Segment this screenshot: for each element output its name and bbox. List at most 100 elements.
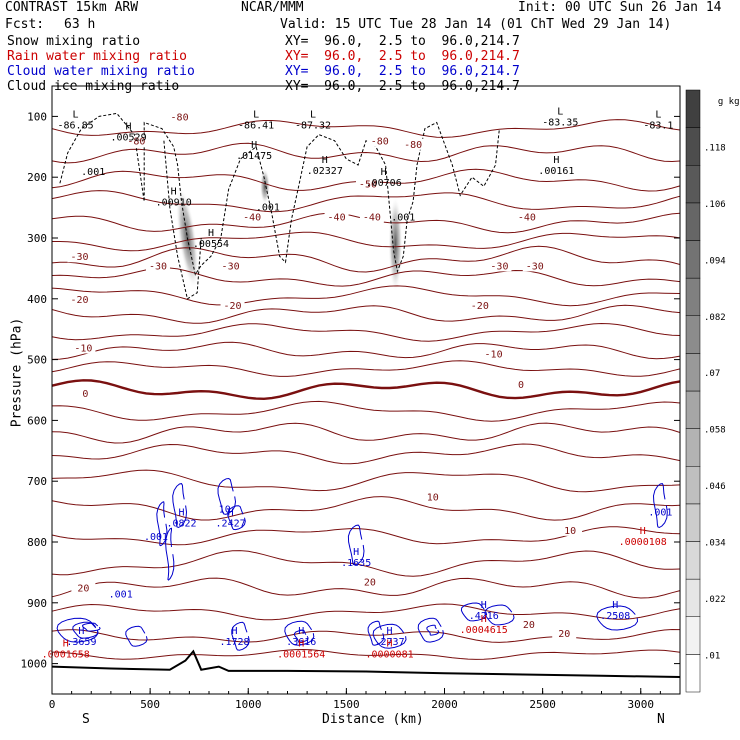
cloud-water-contour <box>172 483 188 529</box>
temperature-label-bg <box>509 378 534 390</box>
cloud-water-contour <box>227 505 246 531</box>
extremum-marker: H <box>381 167 387 178</box>
extremum-value: .00529 <box>110 133 146 144</box>
cloud-ice-contours <box>59 112 500 300</box>
snow-plume <box>259 168 270 205</box>
temperature-contour <box>51 443 681 465</box>
temperature-label: -80 <box>371 137 389 148</box>
temperature-label-bg <box>401 138 426 150</box>
extremum-marker: L <box>73 109 79 120</box>
temperature-label-bg <box>218 260 243 272</box>
temperature-label-bg <box>467 299 492 311</box>
temperature-contour <box>51 648 681 660</box>
temperature-contour <box>51 341 681 360</box>
colorbar-tick-label: .082 <box>704 313 726 323</box>
extremum-value: -86.41 <box>238 120 274 131</box>
temperature-label-bg <box>167 111 192 123</box>
colorbar-tick-label: .046 <box>704 482 726 492</box>
temperature-contour <box>51 422 681 444</box>
field-cloudwater-name: Cloud water mixing ratio <box>7 64 195 79</box>
extremum-value: -83.35 <box>542 117 578 128</box>
extremum-marker: H <box>78 626 84 637</box>
colorbar-swatch <box>685 240 701 279</box>
contour-label: .001 <box>81 167 105 178</box>
temperature-label: -10 <box>485 350 503 361</box>
colorbar-tick-label: .058 <box>704 426 726 436</box>
temperature-label: 20 <box>558 629 570 640</box>
temperature-label-bg <box>522 260 547 272</box>
temperature-contour <box>51 119 681 138</box>
extremum-value: .00554 <box>193 239 229 250</box>
temperature-label: -80 <box>171 112 189 123</box>
y-tick-label: 400 <box>27 293 47 306</box>
snow-plume <box>388 196 403 293</box>
extremum-marker: H <box>171 187 177 198</box>
cloud-water-contour <box>217 477 237 515</box>
plot-frame: 0 500 1000 1500 2000 2500 30001002003004005006… <box>21 85 681 711</box>
temperature-contours <box>51 119 681 660</box>
y-tick-label: 700 <box>27 475 47 488</box>
x-tick-label: 0 <box>49 698 56 711</box>
extremum-marker: L <box>253 109 259 120</box>
colorbar-swatch <box>685 315 701 354</box>
cloud-ice-contour <box>59 112 500 276</box>
x-tick-label: 2000 <box>431 698 458 711</box>
extremum-marker: H <box>322 155 328 166</box>
colorbar-tick-label: .01 <box>704 651 720 661</box>
contour-label: .001 <box>109 590 133 601</box>
colorbar-swatch <box>685 353 701 392</box>
y-tick-label: 300 <box>27 232 47 245</box>
field-rain-xy: XY= 96.0, 2.5 to 96.0,214.7 <box>285 49 520 64</box>
extremum-value: -87.32 <box>295 120 331 131</box>
y-tick-label: 900 <box>27 597 47 610</box>
extremum-value: .0001658 <box>42 649 90 660</box>
temperature-contour <box>51 577 681 599</box>
cloud-water-contour <box>82 622 101 632</box>
cloud-water-contour <box>652 483 668 529</box>
temperature-contour <box>51 245 681 273</box>
temperature-label-bg <box>487 260 512 272</box>
cloud-water-contour <box>484 604 515 626</box>
temperature-contour <box>51 142 681 164</box>
cloud-water-contour <box>347 524 365 566</box>
contour-label: .001 <box>391 213 415 224</box>
cloud-water-contour <box>372 623 407 649</box>
contour-label: .001 <box>256 202 280 213</box>
temperature-contour <box>51 304 681 324</box>
extremum-marker: H <box>387 638 393 649</box>
cloud-water-contour <box>367 620 385 646</box>
colorbar-tick-label: .118 <box>704 143 726 153</box>
cloud-water-contour <box>165 527 175 581</box>
y-tick-label: 200 <box>27 171 47 184</box>
extremum-value: .0001564 <box>277 649 325 660</box>
north-end-label: N <box>657 712 665 727</box>
colorbar-tick-label: .07 <box>704 369 720 379</box>
x-tick-label: 1000 <box>235 698 262 711</box>
plot-border <box>51 85 681 695</box>
temperature-label: 10 <box>564 526 576 537</box>
extremum-marker: H <box>298 638 304 649</box>
terrain-line <box>51 649 681 678</box>
temperature-contour <box>51 469 681 493</box>
x-axis-title: Distance (km) <box>322 712 424 727</box>
temperature-contour <box>52 231 681 252</box>
model-title: CONTRAST 15km ARW <box>5 0 139 15</box>
cloud-water-contour <box>125 625 148 647</box>
extremum-marker: H <box>179 508 185 519</box>
temperature-label-bg <box>240 211 265 223</box>
x-tick-label: 500 <box>140 698 160 711</box>
temperature-label-bg <box>220 299 245 311</box>
extremum-marker: H <box>481 600 487 611</box>
cloud-water-contour <box>156 501 168 547</box>
colorbar-swatch <box>685 277 701 316</box>
extremum-value: -86.85 <box>57 120 93 131</box>
extremum-value: .2427 <box>216 519 246 530</box>
field-snow-name: Snow mixing ratio <box>7 34 141 49</box>
colorbar-swatch <box>685 503 701 542</box>
x-tick-label: 3000 <box>628 698 655 711</box>
field-cloudwater-xy: XY= 96.0, 2.5 to 96.0,214.7 <box>285 64 520 79</box>
extremum-marker: H <box>612 600 618 611</box>
colorbar-tick-label: .022 <box>704 595 726 605</box>
temperature-label: -30 <box>490 261 508 272</box>
